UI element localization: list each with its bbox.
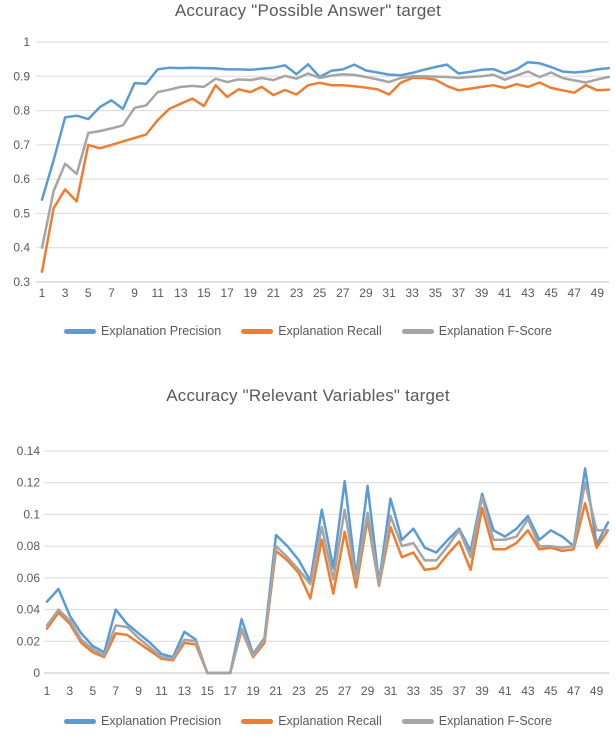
x-tick-label: 49 <box>590 684 604 698</box>
legend-label: Explanation Recall <box>278 714 382 728</box>
y-tick-label: 0.7 <box>13 138 30 152</box>
x-tick-label: 33 <box>407 684 421 698</box>
x-tick-label: 45 <box>544 286 558 300</box>
x-tick-label: 7 <box>112 684 119 698</box>
y-tick-label: 0.04 <box>17 603 41 617</box>
y-tick-label: 0.5 <box>13 206 30 220</box>
x-tick-label: 41 <box>498 684 512 698</box>
y-tick-label: 0.12 <box>17 476 41 490</box>
y-tick-label: 0.3 <box>13 275 30 289</box>
y-tick-label: 0.6 <box>13 172 30 186</box>
x-tick-label: 19 <box>244 286 258 300</box>
x-tick-label: 31 <box>384 684 398 698</box>
series-line-explanation-precision <box>45 467 610 675</box>
y-tick-label: 1 <box>23 35 30 49</box>
legend-line-swatch <box>401 718 434 724</box>
x-tick-label: 35 <box>429 286 443 300</box>
legend-item-explanation-recall: Explanation Recall <box>241 714 382 728</box>
x-tick-label: 17 <box>220 286 234 300</box>
legend-item-explanation-f-score: Explanation F-Score <box>401 324 553 338</box>
x-tick-label: 9 <box>135 684 142 698</box>
chart2-legend: Explanation Precision Explanation Recall E… <box>0 714 616 728</box>
legend-label: Explanation Recall <box>278 324 382 338</box>
series-line-explanation-precision <box>40 60 611 201</box>
x-tick-label: 23 <box>290 286 304 300</box>
x-tick-label: 37 <box>453 684 467 698</box>
chart1-plot-area: 10.90.80.70.60.50.40.31 3 5 7 9 11 13 15 17 19 21 2… <box>13 35 611 300</box>
legend-line-swatch <box>241 718 274 724</box>
chart1-legend: Explanation Precision Explanation Recall E… <box>0 324 616 338</box>
x-tick-label: 39 <box>475 684 489 698</box>
x-tick-label: 13 <box>178 684 192 698</box>
x-tick-label: 25 <box>313 286 327 300</box>
x-tick-label: 47 <box>567 684 581 698</box>
x-tick-label: 43 <box>521 286 535 300</box>
x-tick-label: 21 <box>269 684 283 698</box>
x-tick-label: 3 <box>62 286 69 300</box>
x-tick-label: 15 <box>197 286 211 300</box>
x-tick-label: 11 <box>151 286 164 300</box>
y-tick-label: 0.08 <box>17 539 41 553</box>
x-tick-label: 5 <box>89 684 96 698</box>
legend-line-swatch <box>241 328 274 334</box>
legend-label: Explanation F-Score <box>438 714 553 728</box>
y-tick-label: 0.14 <box>17 444 41 458</box>
x-tick-label: 15 <box>201 684 215 698</box>
y-tick-label: 0.4 <box>13 241 30 255</box>
x-tick-label: 1 <box>39 286 46 300</box>
x-tick-label: 17 <box>224 684 238 698</box>
x-tick-label: 13 <box>174 286 188 300</box>
x-tick-label: 5 <box>85 286 92 300</box>
x-tick-label: 37 <box>452 286 466 300</box>
x-tick-label: 21 <box>267 286 281 300</box>
x-tick-label: 45 <box>544 684 558 698</box>
legend-item-explanation-precision: Explanation Precision <box>63 324 222 338</box>
chart2-title: Accuracy "Relevant Variables" target <box>166 386 450 405</box>
legend-label: Explanation Precision <box>100 714 222 728</box>
x-tick-label: 11 <box>155 684 168 698</box>
legend-label: Explanation Precision <box>100 324 222 338</box>
series-line-explanation-recall <box>45 502 610 675</box>
x-tick-label: 31 <box>382 286 396 300</box>
x-tick-label: 39 <box>475 286 489 300</box>
y-tick-label: 0.9 <box>13 69 30 83</box>
legend-line-swatch <box>63 328 96 334</box>
legend-item-explanation-recall: Explanation Recall <box>241 324 382 338</box>
x-tick-label: 49 <box>591 286 605 300</box>
x-tick-label: 1 <box>44 684 51 698</box>
x-tick-label: 27 <box>336 286 350 300</box>
x-tick-label: 33 <box>406 286 420 300</box>
series-line-explanation-recall <box>40 76 611 273</box>
legend-item-explanation-precision: Explanation Precision <box>63 714 222 728</box>
legend-item-explanation-f-score: Explanation F-Score <box>401 714 553 728</box>
chart1-title: Accuracy "Possible Answer" target <box>174 1 442 20</box>
y-tick-label: 0.1 <box>23 507 40 521</box>
legend-line-swatch <box>63 718 96 724</box>
x-tick-label: 19 <box>246 684 260 698</box>
x-tick-label: 29 <box>359 286 373 300</box>
x-tick-label: 9 <box>131 286 138 300</box>
x-tick-label: 7 <box>108 286 115 300</box>
x-tick-label: 29 <box>361 684 375 698</box>
y-tick-label: 0.02 <box>17 634 41 648</box>
x-tick-label: 3 <box>67 684 74 698</box>
y-tick-label: 0 <box>33 666 40 680</box>
series-line-explanation-f-score <box>45 481 610 675</box>
legend-line-swatch <box>401 328 434 334</box>
x-tick-label: 25 <box>315 684 329 698</box>
series-line-explanation-f-score <box>40 70 611 249</box>
x-tick-label: 41 <box>498 286 512 300</box>
x-tick-label: 47 <box>568 286 582 300</box>
x-tick-label: 27 <box>338 684 352 698</box>
x-tick-label: 35 <box>430 684 444 698</box>
y-tick-label: 0.06 <box>17 571 41 585</box>
x-tick-label: 43 <box>521 684 535 698</box>
x-tick-label: 23 <box>292 684 306 698</box>
legend-label: Explanation F-Score <box>438 324 553 338</box>
y-tick-label: 0.8 <box>13 104 30 118</box>
